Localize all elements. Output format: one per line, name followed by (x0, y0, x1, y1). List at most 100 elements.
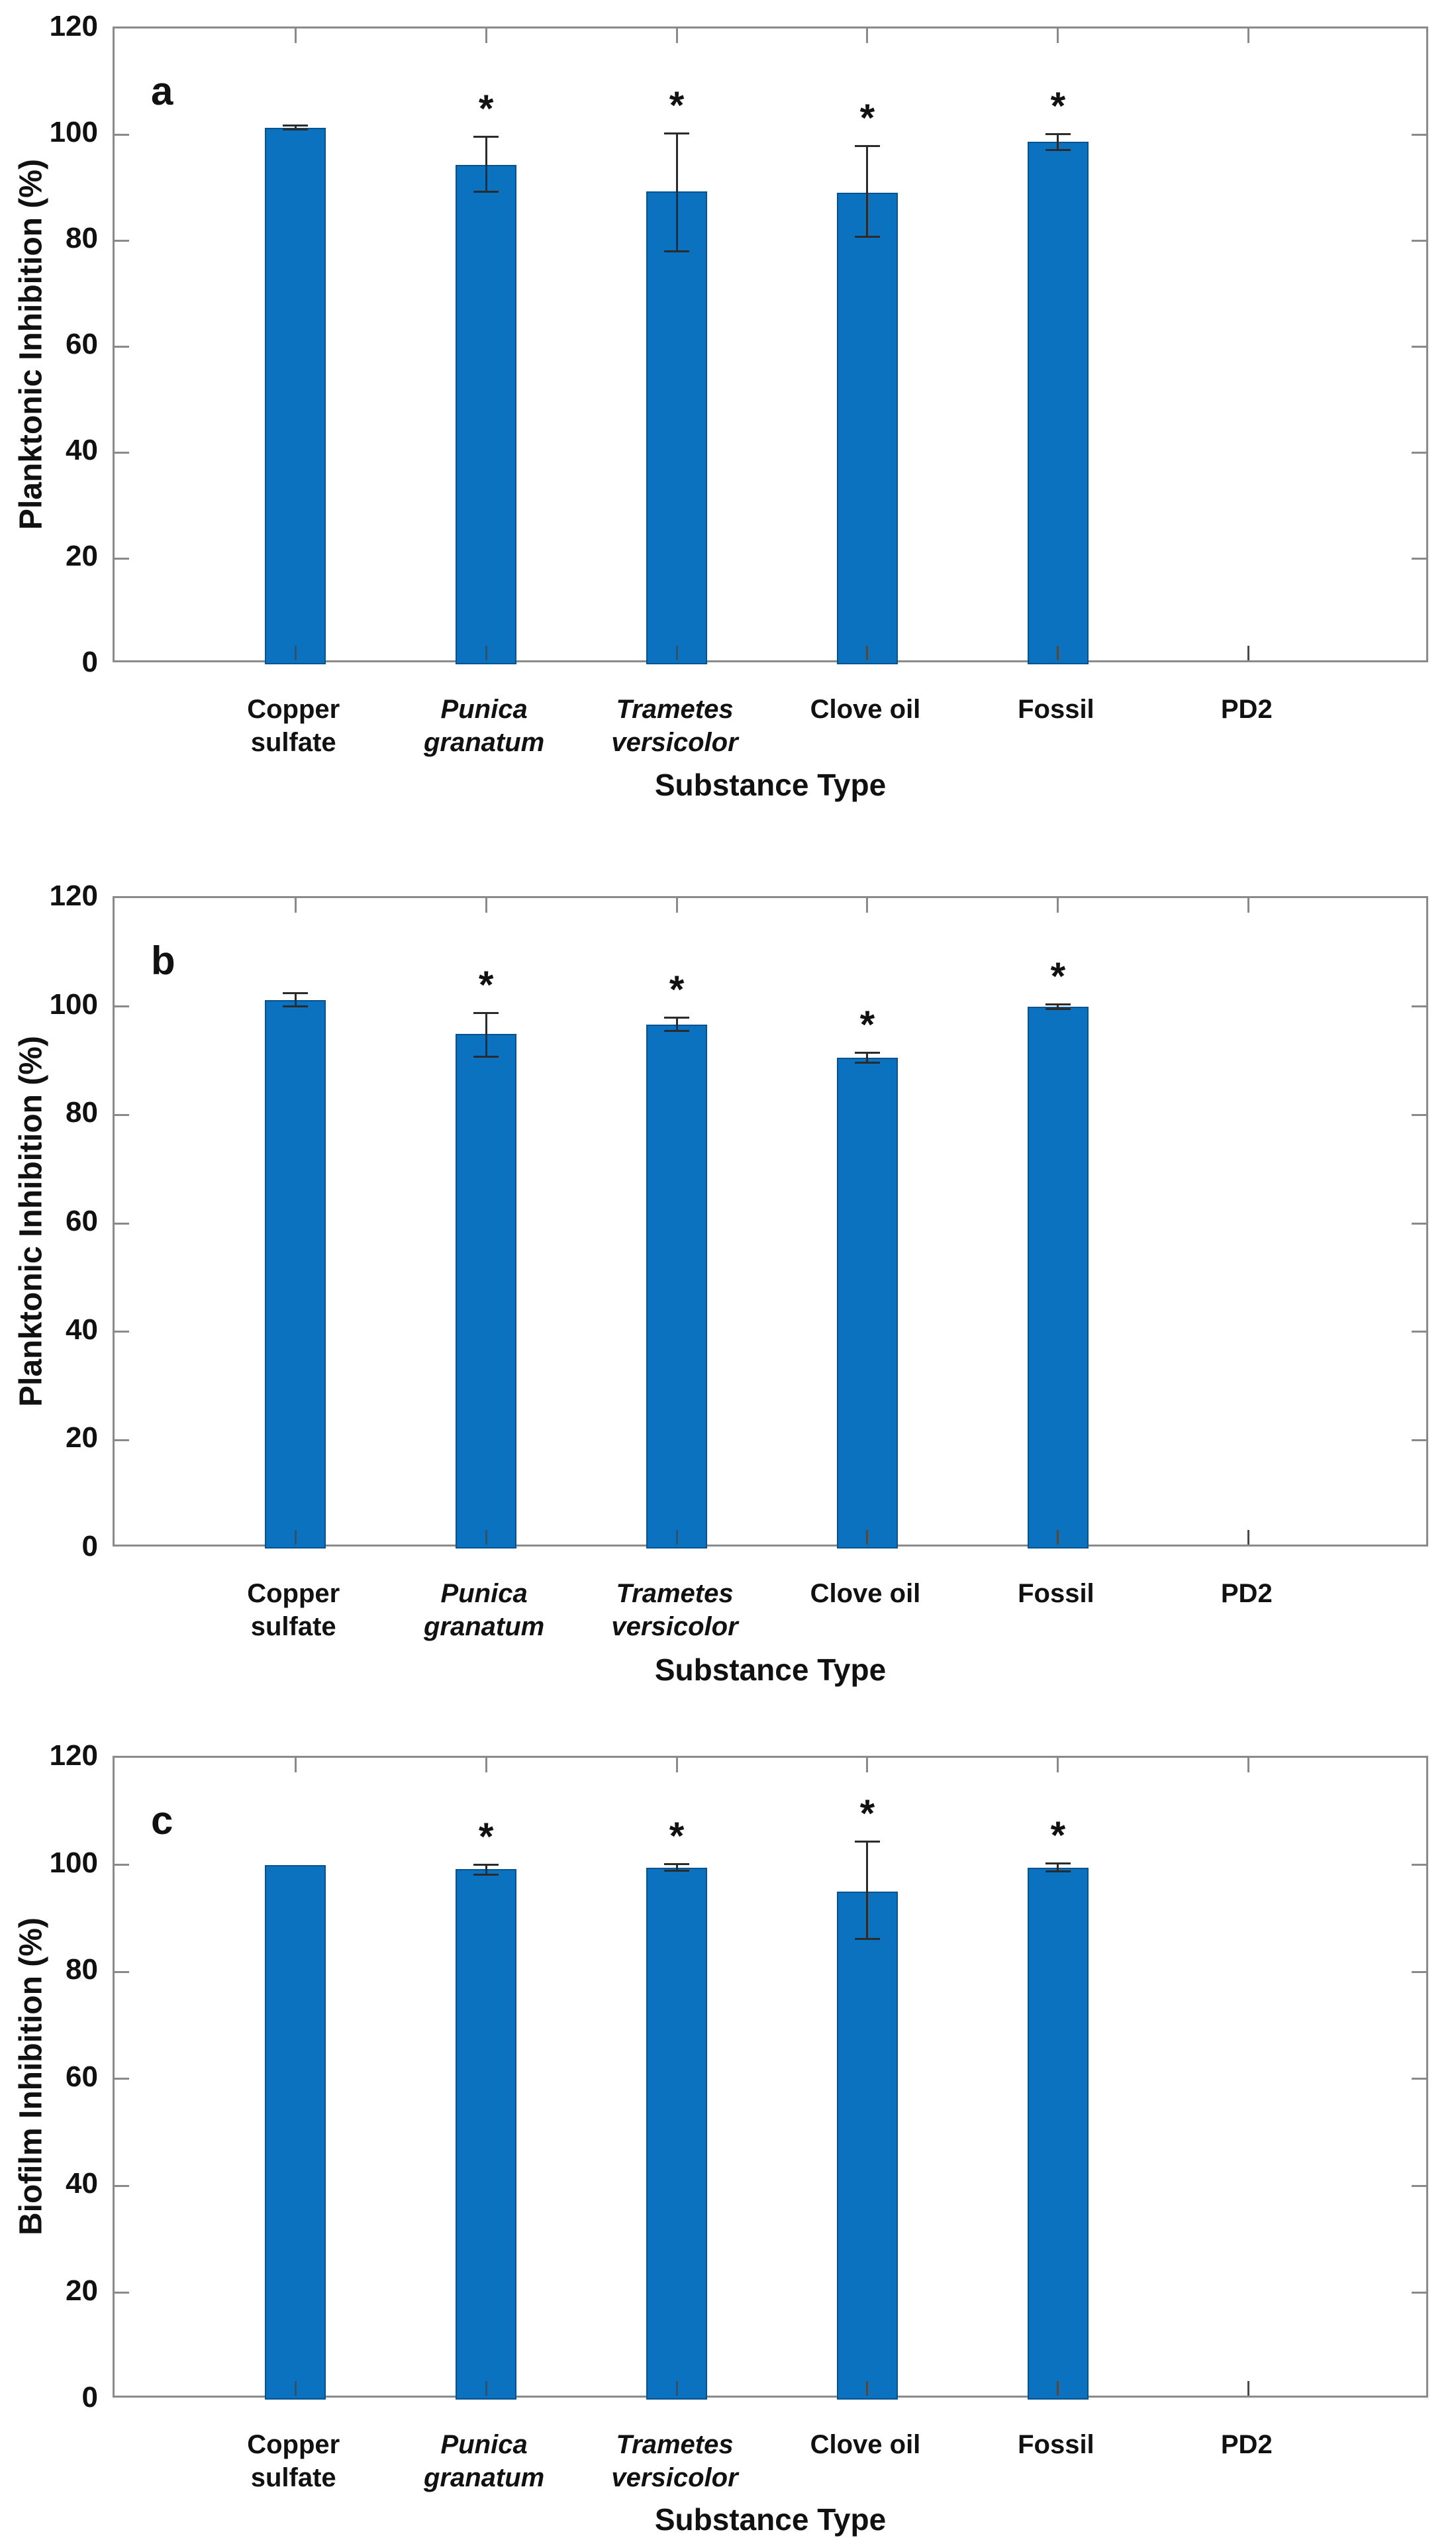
y-tick-mark (1412, 1005, 1426, 1008)
significance-asterisk: * (859, 97, 875, 140)
x-tick-label-line: Trametes (616, 695, 734, 724)
x-tick-mark (1057, 1530, 1059, 1545)
x-tick-mark (485, 1530, 487, 1545)
y-tick-mark (115, 451, 129, 454)
x-tick-mark (675, 646, 678, 660)
x-tick-mark (294, 898, 297, 913)
error-bar-cap (854, 1937, 880, 1940)
error-bar-cap (283, 128, 309, 131)
x-tick-mark (485, 1758, 487, 1772)
error-bar-cap (473, 1011, 499, 1014)
y-tick-label: 60 (66, 1205, 98, 1237)
bar-trametes-versicolor (646, 191, 708, 664)
error-bar-cap (283, 124, 309, 127)
x-tick-mark (675, 1530, 678, 1545)
x-tick-mark (866, 1758, 869, 1772)
y-tick-mark (1412, 133, 1426, 136)
significance-asterisk: * (669, 1815, 685, 1858)
x-tick-mark (294, 646, 297, 660)
y-tick-mark (115, 1970, 129, 1973)
x-tick-mark (294, 2381, 297, 2396)
y-tick-label: 120 (49, 1739, 98, 1772)
error-bar (1057, 1862, 1059, 1872)
y-tick-mark (1412, 2292, 1426, 2294)
x-tick-label: Trametes versicolor (556, 2428, 794, 2494)
error-bar-cap (1045, 1862, 1071, 1865)
x-tick-label: Trametes versicolor (556, 693, 794, 759)
error-bar (675, 1863, 678, 1872)
x-tick-label-line: granatum (424, 728, 545, 757)
error-bar (1057, 132, 1059, 151)
x-tick-label-line: PD2 (1220, 1579, 1273, 1608)
y-tick-label: 20 (66, 1421, 98, 1454)
error-bar-cap (854, 236, 880, 238)
y-tick-mark (115, 239, 129, 242)
y-tick-mark (115, 1439, 129, 1441)
x-tick-mark (1247, 898, 1250, 913)
y-tick-mark (1412, 1222, 1426, 1225)
x-tick-label: PD2 (1128, 1577, 1366, 1610)
y-tick-mark (115, 557, 129, 560)
x-tick-label-line: Fossil (1018, 1579, 1094, 1608)
y-tick-mark (115, 1222, 129, 1225)
x-tick-mark (675, 898, 678, 913)
y-tick-mark (1412, 1439, 1426, 1441)
y-tick-label: 0 (81, 1530, 98, 1562)
x-tick-mark (294, 28, 297, 43)
bar-punica-granatum (456, 165, 517, 664)
error-bar-cap (1045, 1870, 1071, 1872)
y-tick-mark (115, 1864, 129, 1866)
error-bar-cap (854, 1841, 880, 1843)
x-tick-label: Punica granatum (365, 2428, 603, 2494)
x-tick-mark (866, 2381, 869, 2396)
y-tick-mark (1412, 1970, 1426, 1973)
x-tick-mark (485, 646, 487, 660)
error-bar (675, 1017, 678, 1033)
panel-b-x-axis-title: Substance Type (654, 1652, 887, 1687)
error-bar-cap (854, 1051, 880, 1054)
y-tick-mark (1412, 239, 1426, 242)
x-tick-label-line: Punica (440, 2430, 528, 2459)
y-tick-label: 60 (66, 328, 98, 360)
bar-copper-sulfate (265, 999, 326, 1549)
y-tick-label: 120 (49, 10, 98, 42)
y-tick-label: 20 (66, 540, 98, 572)
y-tick-label: 100 (49, 1846, 98, 1879)
x-tick-mark (1247, 1530, 1250, 1545)
x-tick-label-line: Clove oil (810, 695, 921, 724)
x-tick-label-line: sulfate (250, 728, 336, 757)
x-tick-label-line: sulfate (250, 2463, 336, 2492)
panel-a-plot-area: a * * * * (113, 26, 1428, 664)
significance-asterisk: * (478, 87, 494, 131)
error-bar-cap (1045, 1007, 1071, 1010)
error-bar-cap (664, 1863, 690, 1866)
y-tick-mark (1412, 1864, 1426, 1866)
x-tick-label-line: Copper (247, 695, 340, 724)
x-tick-mark (1057, 646, 1059, 660)
x-tick-mark (1247, 646, 1250, 660)
significance-asterisk: * (1050, 1814, 1066, 1858)
error-bar (294, 124, 297, 131)
bar-trametes-versicolor (646, 1867, 708, 2400)
y-tick-mark (115, 1331, 129, 1333)
x-tick-label-line: Copper (247, 2430, 340, 2459)
x-tick-label: Fossil (937, 2428, 1175, 2461)
x-tick-mark (1247, 28, 1250, 43)
error-bar-cap (664, 1869, 690, 1872)
y-tick-label: 20 (66, 2274, 98, 2307)
x-tick-mark (1247, 2381, 1250, 2396)
panel-a-letter: a (151, 69, 173, 113)
y-tick-label: 100 (49, 988, 98, 1021)
x-tick-mark (866, 28, 869, 43)
x-tick-mark (1057, 898, 1059, 913)
panel-b-letter: b (151, 939, 175, 983)
y-tick-mark (115, 2184, 129, 2187)
error-bar (675, 132, 678, 253)
significance-asterisk: * (1050, 954, 1066, 998)
y-tick-label: 40 (66, 2167, 98, 2200)
x-tick-mark (294, 1530, 297, 1545)
bar-fossil (1027, 1006, 1089, 1549)
y-tick-label: 60 (66, 2060, 98, 2093)
error-bar-cap (473, 1863, 499, 1866)
